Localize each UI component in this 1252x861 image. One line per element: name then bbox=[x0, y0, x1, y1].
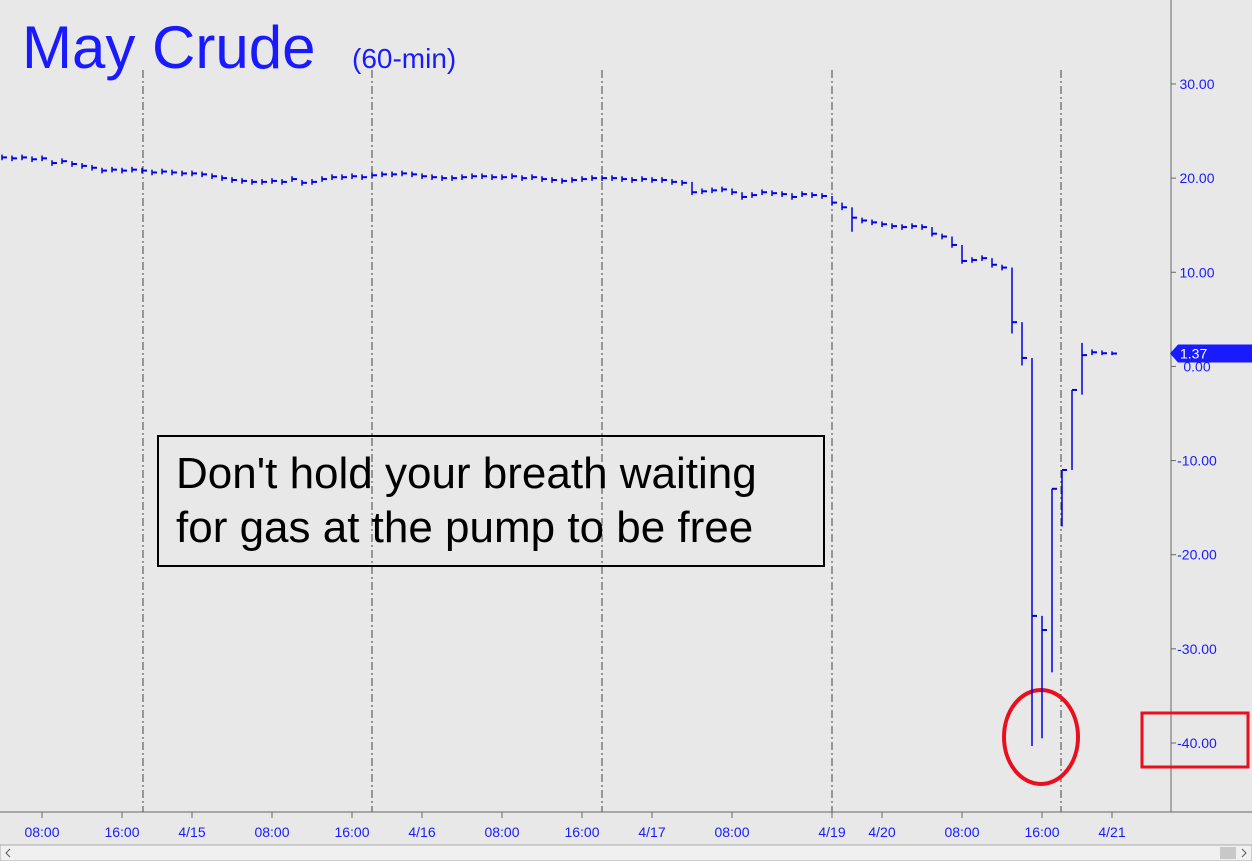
x-tick-label: 4/17 bbox=[638, 824, 665, 840]
scrollbar[interactable] bbox=[0, 844, 1252, 861]
x-tick-label: 08:00 bbox=[944, 824, 979, 840]
session-separators bbox=[142, 70, 1062, 812]
x-tick-label: 16:00 bbox=[1024, 824, 1059, 840]
last-price-tag bbox=[1170, 344, 1252, 363]
x-tick-label: 08:00 bbox=[484, 824, 519, 840]
highlight-ellipse bbox=[1002, 688, 1080, 786]
x-tick-label: 08:00 bbox=[24, 824, 59, 840]
y-tick-label: -30.00 bbox=[1177, 641, 1217, 657]
scroll-right[interactable] bbox=[1241, 848, 1247, 858]
highlight-box bbox=[1140, 711, 1250, 769]
y-tick-label: 10.00 bbox=[1179, 264, 1214, 280]
x-tick-label: 16:00 bbox=[104, 824, 139, 840]
y-tick-label: -20.00 bbox=[1177, 547, 1217, 563]
annotation-box bbox=[157, 435, 825, 567]
x-tick-label: 16:00 bbox=[334, 824, 369, 840]
plot: 30.0020.0010.000.00-10.00-20.00-30.00-40… bbox=[1, 76, 1217, 840]
y-tick-label: -10.00 bbox=[1177, 453, 1217, 469]
y-tick-label: 30.00 bbox=[1179, 76, 1214, 92]
scrollbar-thumb[interactable] bbox=[1220, 847, 1236, 859]
x-tick-label: 16:00 bbox=[564, 824, 599, 840]
x-tick-label: 4/19 bbox=[818, 824, 845, 840]
annotation-line: Don't hold your breath waiting bbox=[176, 449, 757, 498]
x-tick-label: 4/16 bbox=[408, 824, 435, 840]
chart-title: May Crude bbox=[22, 14, 315, 81]
last-price-label: 1.37 bbox=[1180, 346, 1207, 362]
scroll-left[interactable] bbox=[5, 848, 11, 858]
x-tick-label: 4/21 bbox=[1098, 824, 1125, 840]
chart-subtitle: (60-min) bbox=[352, 43, 456, 74]
x-tick-label: 08:00 bbox=[714, 824, 749, 840]
annotation-line: for gas at the pump to be free bbox=[176, 503, 753, 552]
x-tick-label: 08:00 bbox=[254, 824, 289, 840]
x-tick-label: 4/15 bbox=[178, 824, 205, 840]
scrollbar-track[interactable] bbox=[0, 844, 1252, 861]
x-tick-label: 4/20 bbox=[868, 824, 895, 840]
y-tick-label: -40.00 bbox=[1177, 735, 1217, 751]
y-tick-label: 20.00 bbox=[1179, 170, 1214, 186]
